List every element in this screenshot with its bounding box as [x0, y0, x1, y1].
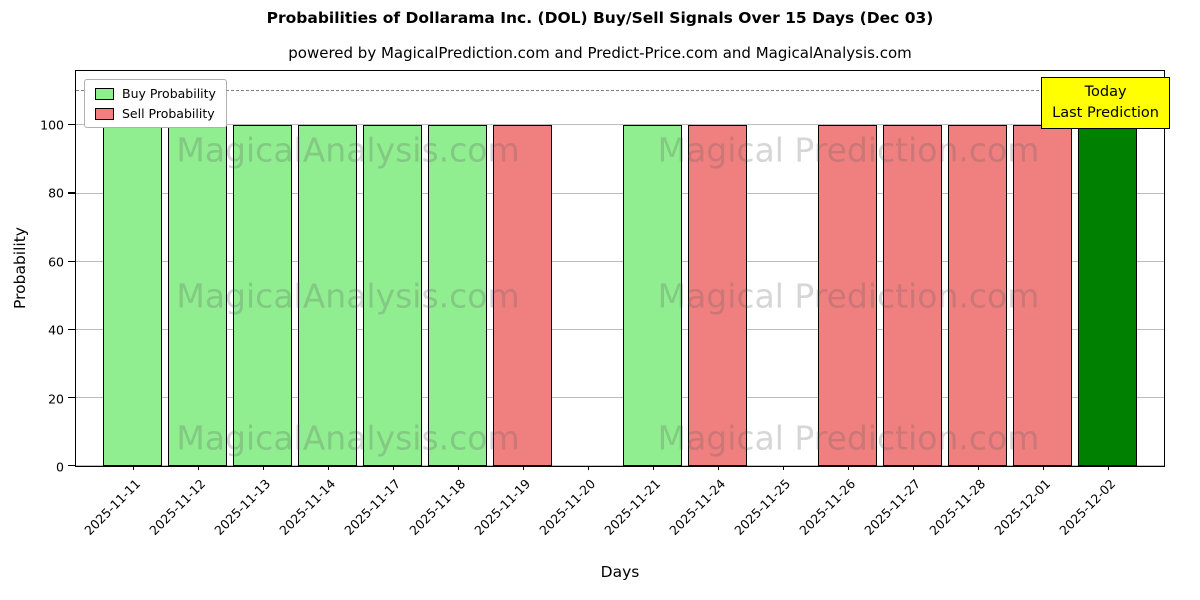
x-tick-label: 2025-12-02 [1056, 476, 1119, 538]
x-tick-mark [782, 466, 784, 470]
bar-slot: 2025-11-26 [796, 71, 880, 538]
x-tick-mark [717, 466, 719, 470]
x-tick-mark [587, 466, 589, 470]
x-tick-label: 2025-11-12 [146, 476, 209, 538]
bar-2025-12-02 [1078, 125, 1137, 466]
y-tick-mark [68, 192, 75, 194]
gridline [76, 124, 1164, 126]
bar-2025-11-27 [883, 125, 942, 466]
today-annotation-line1: Today [1084, 84, 1127, 100]
x-tick-label: 2025-11-13 [211, 476, 274, 538]
gridline [76, 465, 1164, 466]
y-tick-labels: 0 20 40 60 80 100 [0, 70, 64, 474]
bar-slot: 2025-11-25 [731, 71, 815, 538]
x-tick-label: 2025-11-19 [471, 476, 534, 538]
x-tick-mark [522, 466, 524, 470]
bar-slot: 2025-11-14 [276, 71, 360, 538]
x-tick-mark [652, 466, 654, 470]
y-tick-mark [68, 260, 75, 262]
today-annotation: Today Last Prediction [1041, 77, 1170, 130]
x-tick-mark [327, 466, 329, 470]
bar-2025-11-11 [103, 125, 162, 466]
legend-label-sell: Sell Probability [122, 106, 215, 121]
y-tick-label: 80 [48, 185, 64, 201]
bars-container: 2025-11-11 2025-11-12 2025-11-13 2025-11-14… [76, 71, 1164, 538]
bar-2025-11-28 [948, 125, 1007, 466]
bar-slot: 2025-11-11 [81, 71, 165, 538]
bar-slot: 2025-11-17 [341, 71, 425, 538]
x-tick-mark [392, 466, 394, 470]
gridline [76, 260, 1164, 262]
bar-slot: 2025-11-21 [601, 71, 685, 538]
x-tick-label: 2025-11-26 [796, 476, 859, 538]
bar-slot: 2025-11-13 [211, 71, 295, 538]
gridline [76, 192, 1164, 194]
bar-2025-11-19 [493, 125, 552, 466]
y-tick-label: 20 [48, 391, 64, 407]
x-tick-mark [847, 466, 849, 470]
x-tick-label: 2025-11-17 [341, 476, 404, 538]
y-tick-mark [68, 124, 75, 126]
y-tick-label: 60 [48, 254, 64, 270]
bar-2025-11-14 [298, 125, 357, 466]
x-tick-mark [457, 466, 459, 470]
threshold-line [76, 90, 1164, 92]
bar-slot: 2025-11-27 [861, 71, 945, 538]
x-tick-mark [1042, 466, 1044, 470]
x-tick-label: 2025-11-11 [81, 476, 144, 538]
gridline [76, 396, 1164, 398]
bar-slot: 2025-12-01 [991, 71, 1075, 538]
bar-slot: 2025-11-24 [666, 71, 750, 538]
x-tick-label: 2025-11-28 [926, 476, 989, 538]
x-tick-mark [197, 466, 199, 470]
grid-layer [68, 71, 1164, 466]
legend: Buy Probability Sell Probability [84, 79, 227, 128]
legend-label-buy: Buy Probability [122, 86, 216, 101]
bar-2025-11-24 [688, 125, 747, 466]
bar-2025-12-01 [1013, 125, 1072, 466]
x-tick-mark [1107, 466, 1109, 470]
bar-slot: 2025-11-20 [536, 71, 620, 538]
bar-slot: 2025-11-19 [471, 71, 555, 538]
x-tick-mark [262, 466, 264, 470]
gridline [76, 328, 1164, 330]
bar-2025-11-26 [818, 125, 877, 466]
plot-area: 2025-11-11 2025-11-12 2025-11-13 2025-11-14… [68, 70, 1170, 538]
x-tick-label: 2025-11-27 [861, 476, 924, 538]
bar-slot: 2025-11-18 [406, 71, 490, 538]
x-axis-title: Days [600, 563, 640, 581]
y-tick-mark [68, 328, 75, 330]
x-tick-label: 2025-11-14 [276, 476, 339, 538]
bar-2025-11-13 [233, 125, 292, 466]
x-tick-mark [912, 466, 914, 470]
bar-2025-11-18 [428, 125, 487, 466]
x-tick-label: 2025-12-01 [991, 476, 1054, 538]
x-tick-label: 2025-11-24 [666, 476, 729, 538]
y-tick-mark [68, 396, 75, 398]
x-tick-label: 2025-11-20 [536, 476, 599, 538]
y-tick-label: 100 [40, 117, 64, 133]
y-tick-label: 40 [48, 322, 64, 338]
y-tick-mark [68, 464, 75, 466]
x-tick-mark [977, 466, 979, 470]
legend-row-sell: Sell Probability [95, 106, 216, 121]
legend-row-buy: Buy Probability [95, 86, 216, 101]
chart-subtitle: powered by MagicalPrediction.com and Pre… [288, 44, 912, 62]
bar-slot: 2025-11-12 [146, 71, 230, 538]
x-tick-label: 2025-11-18 [406, 476, 469, 538]
y-tick-label: 0 [56, 459, 64, 475]
x-tick-mark [132, 466, 134, 470]
legend-swatch-buy [95, 87, 114, 100]
x-tick-label: 2025-11-25 [731, 476, 794, 538]
bar-2025-11-21 [623, 125, 682, 466]
bar-2025-11-12 [168, 125, 227, 466]
legend-swatch-sell [95, 107, 114, 120]
bar-slot: 2025-11-28 [926, 71, 1010, 538]
bar-slot: 2025-12-02 [1056, 71, 1140, 538]
chart-title: Probabilities of Dollarama Inc. (DOL) Bu… [266, 9, 934, 27]
bar-2025-11-17 [363, 125, 422, 466]
x-tick-label: 2025-11-21 [601, 476, 664, 538]
today-annotation-line2: Last Prediction [1052, 105, 1159, 122]
